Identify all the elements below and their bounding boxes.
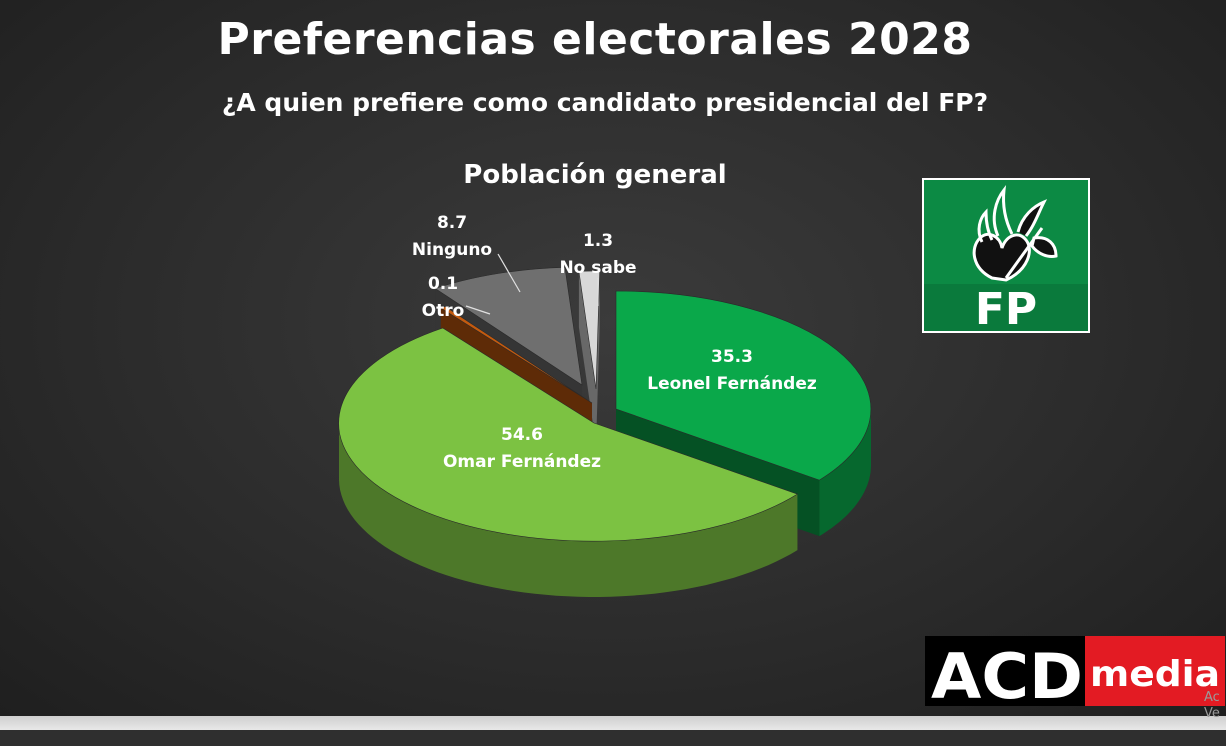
pie-cut-face [596,271,600,445]
pie-side-omar-fernandez [339,423,798,597]
acd-logo-text: ACD [931,640,1083,706]
data-label-name-ninguno: Ninguno [412,240,492,260]
pie-labels: 35.3 Leonel Fernández 54.6 Omar Fernández 0.… [412,213,817,472]
subtitle: ¿A quien prefiere como candidato preside… [221,88,989,117]
pie-chart: 35.3 Leonel Fernández 54.6 Omar Fernández 0.… [338,213,872,597]
fp-logo-text: FP [975,284,1037,333]
pie-slice-leonel-fernandez [615,290,872,481]
pie-slice-otro [440,306,593,404]
data-label-name-leonel-fernandez: Leonel Fernández [647,374,817,394]
leader-line-otro [465,305,491,315]
main-title: Preferencias electorales 2028 [217,14,973,65]
bottom-bar [0,730,1226,746]
pie-slice-ninguno [434,266,583,386]
data-label-value-ninguno: 8.7 [437,213,467,233]
leader-line-ninguno [497,253,521,293]
bottom-strip [0,716,1226,730]
watermark-line-1: Ac [1204,690,1220,705]
chart-title: Población general [463,160,727,190]
data-label-value-otro: 0.1 [428,274,458,294]
os-watermark: Ac Ve [1204,690,1226,730]
data-label-value-leonel-fernandez: 35.3 [711,347,753,367]
data-label-value-omar-fernandez: 54.6 [501,425,543,445]
pie-tops [338,266,872,542]
pie-side-leonel-fernandez [819,406,871,537]
fp-party-logo: FP [922,178,1090,335]
data-label-value-no-sabe: 1.3 [583,231,613,251]
slide-background [0,0,1226,716]
pie-leader-lines [465,253,599,315]
media-logo-text: media [1090,654,1220,695]
pie-cut-face [578,271,596,445]
data-label-name-omar-fernandez: Omar Fernández [443,452,601,472]
acd-media-logo: ACD media [925,636,1225,713]
pie-slice-omar-fernandez [338,327,799,542]
data-label-name-otro: Otro [422,301,465,321]
data-label-name-no-sabe: No sabe [559,258,636,278]
watermark-line-2: Ve [1204,706,1220,721]
fp-leaf-icon [972,185,1058,282]
pie-slice-no-sabe [578,270,601,390]
